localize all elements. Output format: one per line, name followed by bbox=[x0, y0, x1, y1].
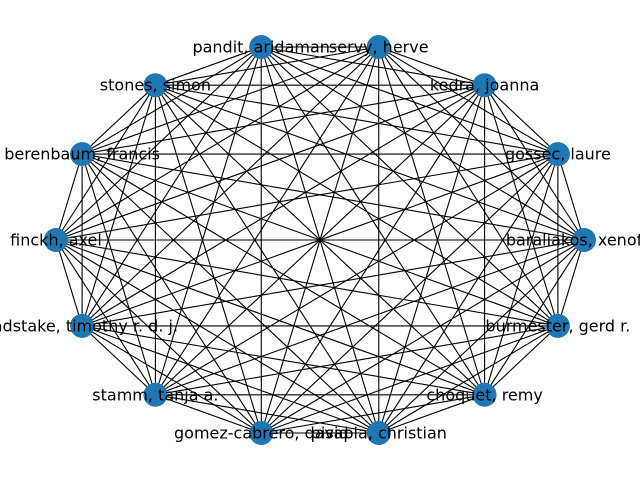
edge-pandit-gossec bbox=[261, 46, 559, 155]
edge-baraliakos-stamm bbox=[155, 239, 585, 396]
edge-kedra-burmester bbox=[484, 85, 559, 327]
edge-gossec-gomez bbox=[260, 153, 559, 434]
edge-baraliakos-burmester bbox=[557, 239, 585, 327]
node-baraliakos-label: baraliakos, xenofon bbox=[506, 231, 640, 250]
edge-gossec-baraliakos bbox=[557, 153, 585, 241]
edge-stamm-finckh bbox=[55, 239, 156, 396]
edge-baraliakos-radstake bbox=[82, 239, 585, 327]
edge-baraliakos-berenbaum bbox=[82, 153, 585, 241]
edges-layer bbox=[55, 46, 585, 434]
node-radstake-label: radstake, timothy r. d. j. bbox=[0, 316, 178, 335]
edge-choquet-pisapia bbox=[378, 394, 485, 434]
node-pandit bbox=[249, 35, 274, 59]
edge-finckh-berenbaum bbox=[55, 153, 83, 241]
edge-gossec-finckh bbox=[55, 153, 558, 241]
edge-servy-radstake bbox=[81, 46, 380, 327]
node-kedra-label: kedra, joanna bbox=[430, 76, 539, 95]
edge-pandit-finckh bbox=[55, 46, 262, 241]
edge-servy-choquet bbox=[378, 46, 486, 395]
node-gossec bbox=[545, 142, 570, 167]
edge-burmester-stamm bbox=[155, 325, 558, 396]
edge-gomez-stones bbox=[154, 85, 262, 434]
edge-stamm-radstake bbox=[81, 325, 156, 396]
edge-pandit-burmester bbox=[260, 46, 559, 327]
edge-servy-stones bbox=[155, 46, 379, 86]
edge-pisapia-stamm bbox=[155, 394, 379, 434]
node-radstake bbox=[70, 313, 95, 338]
edge-gomez-finckh bbox=[55, 239, 262, 434]
node-servy-label: servy, herve bbox=[329, 38, 429, 57]
edge-choquet-stones bbox=[155, 84, 485, 396]
node-gomez bbox=[249, 421, 274, 445]
edge-baraliakos-pisapia bbox=[378, 239, 585, 434]
edge-choquet-finckh bbox=[55, 239, 485, 396]
node-gomez-label: gomez-cabrero, david bbox=[174, 424, 349, 443]
nodes-layer bbox=[44, 35, 596, 445]
node-servy bbox=[366, 35, 391, 59]
edge-radstake-stones bbox=[81, 85, 156, 327]
edge-burmester-gomez bbox=[261, 325, 559, 434]
node-kedra bbox=[472, 73, 497, 98]
node-pisapia bbox=[366, 421, 391, 445]
edge-gossec-stones bbox=[155, 84, 558, 155]
node-burmester bbox=[545, 313, 570, 338]
edge-pisapia-finckh bbox=[55, 239, 380, 434]
edge-pisapia-stones bbox=[154, 84, 380, 434]
node-berenbaum bbox=[70, 142, 95, 167]
edge-kedra-gossec bbox=[484, 84, 559, 155]
edge-choquet-radstake bbox=[82, 325, 485, 396]
edge-servy-berenbaum bbox=[81, 46, 379, 155]
edge-burmester-choquet bbox=[484, 325, 559, 396]
edge-burmester-stones bbox=[155, 84, 559, 327]
edge-baraliakos-stones bbox=[155, 84, 585, 241]
edge-gomez-berenbaum bbox=[81, 153, 262, 434]
node-pisapia-label: pisapia, christian bbox=[311, 424, 447, 443]
edge-radstake-finckh bbox=[55, 239, 83, 327]
node-finckh bbox=[44, 228, 68, 252]
node-stones bbox=[143, 73, 168, 98]
edge-pandit-stones bbox=[155, 46, 262, 86]
node-choquet bbox=[472, 382, 497, 407]
node-stamm bbox=[143, 382, 168, 407]
edge-berenbaum-stones bbox=[81, 84, 156, 155]
edge-servy-baraliakos bbox=[378, 46, 585, 241]
node-pandit-label: pandit, aridaman bbox=[192, 38, 329, 57]
edge-stamm-berenbaum bbox=[81, 153, 156, 395]
node-berenbaum-label: berenbaum, francis bbox=[4, 145, 160, 164]
edge-choquet-gomez bbox=[261, 394, 485, 434]
edge-gomez-radstake bbox=[81, 325, 262, 434]
edge-pisapia-berenbaum bbox=[81, 153, 380, 434]
node-burmester-label: burmester, gerd r. bbox=[485, 316, 630, 335]
node-finckh-label: finckh, axel bbox=[10, 231, 102, 250]
node-gossec-label: gossec, laure bbox=[505, 145, 611, 164]
edge-finckh-stones bbox=[55, 84, 156, 241]
node-choquet-label: choquet, remy bbox=[426, 385, 542, 404]
edge-kedra-pisapia bbox=[378, 85, 486, 434]
node-baraliakos bbox=[572, 228, 596, 252]
edge-gossec-choquet bbox=[484, 153, 559, 395]
edge-kedra-berenbaum bbox=[82, 84, 485, 155]
edge-pisapia-radstake bbox=[81, 325, 379, 434]
edge-pandit-stamm bbox=[154, 46, 262, 395]
edge-choquet-berenbaum bbox=[81, 153, 485, 396]
edge-servy-kedra bbox=[378, 46, 485, 86]
edge-burmester-finckh bbox=[55, 239, 558, 327]
edge-kedra-finckh bbox=[55, 84, 485, 241]
edge-gomez-stamm bbox=[155, 394, 262, 434]
node-stamm-label: stamm, tanja a. bbox=[92, 385, 218, 404]
node-stones-label: stones, simon bbox=[100, 76, 211, 95]
